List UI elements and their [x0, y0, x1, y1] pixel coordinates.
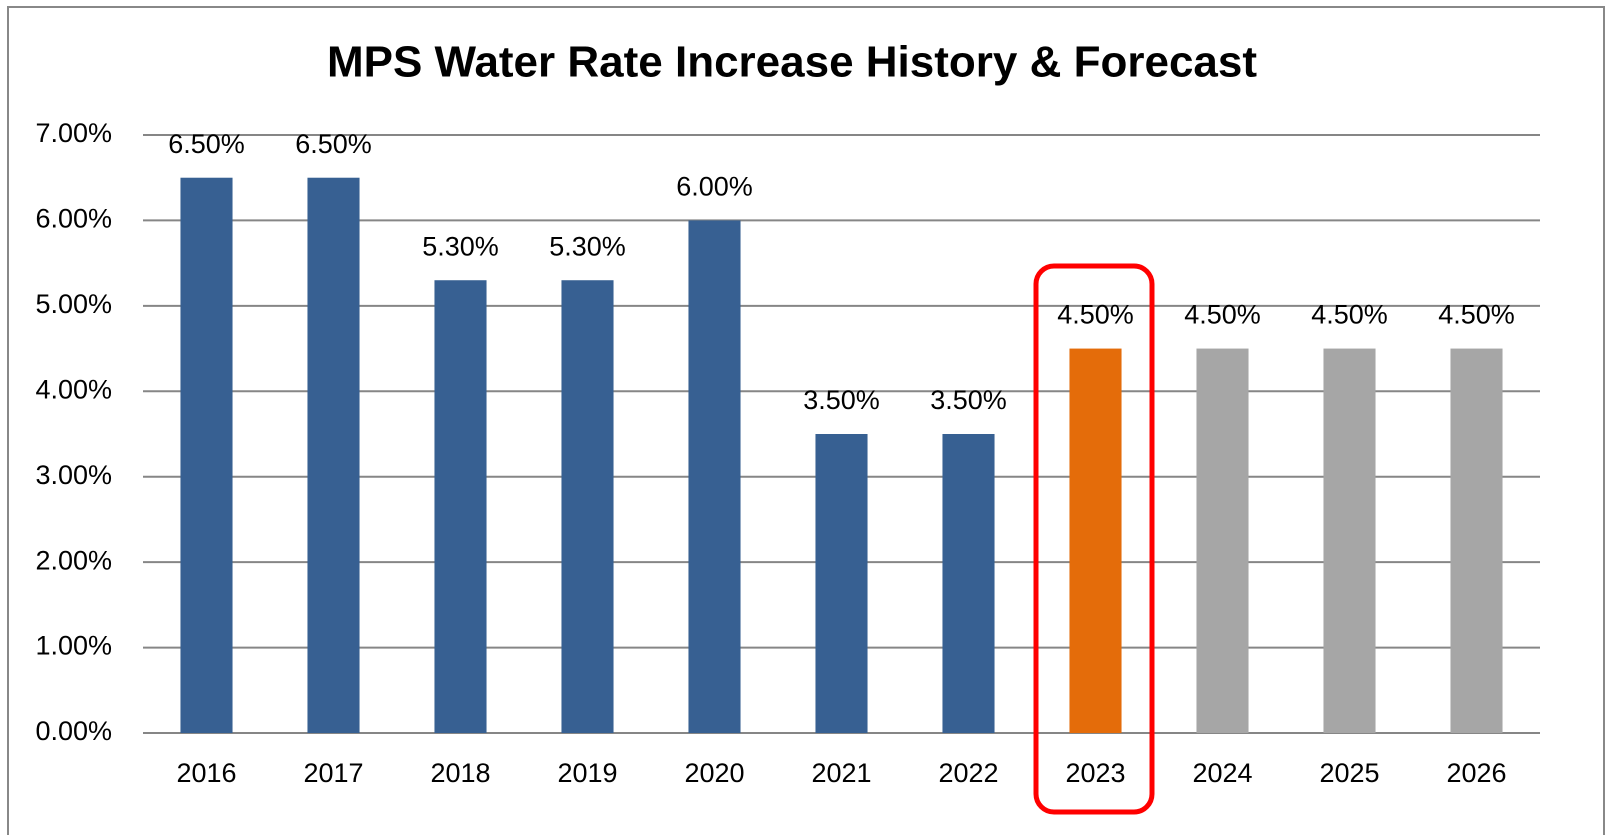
data-label: 6.50%	[168, 129, 245, 159]
chart-title: MPS Water Rate Increase History & Foreca…	[327, 38, 1257, 87]
bar	[1450, 348, 1503, 733]
x-tick-label: 2023	[1065, 758, 1125, 788]
bar	[1323, 348, 1376, 733]
x-tick-label: 2018	[430, 758, 490, 788]
data-label: 4.50%	[1184, 300, 1261, 330]
bar	[688, 220, 741, 733]
x-tick-label: 2021	[811, 758, 871, 788]
bar	[180, 177, 233, 733]
y-tick-label: 6.00%	[35, 204, 112, 234]
y-tick-label: 0.00%	[35, 716, 112, 746]
highlight-box	[1033, 263, 1155, 815]
y-tick-label: 5.00%	[35, 289, 112, 319]
data-label: 3.50%	[930, 385, 1007, 415]
bar	[561, 280, 614, 733]
data-label: 4.50%	[1311, 300, 1388, 330]
data-label: 5.30%	[549, 231, 626, 261]
y-tick-label: 7.00%	[35, 118, 112, 148]
data-label: 3.50%	[803, 385, 880, 415]
y-tick-label: 2.00%	[35, 545, 112, 575]
x-tick-label: 2016	[176, 758, 236, 788]
x-tick-label: 2022	[938, 758, 998, 788]
y-tick-label: 1.00%	[35, 631, 112, 661]
data-label: 4.50%	[1438, 300, 1515, 330]
data-label: 6.00%	[676, 172, 753, 202]
bar	[815, 434, 868, 733]
bar	[1196, 348, 1249, 733]
bar	[1069, 348, 1122, 733]
bar	[434, 280, 487, 733]
x-tick-label: 2025	[1319, 758, 1379, 788]
data-label: 4.50%	[1057, 300, 1134, 330]
data-label: 5.30%	[422, 231, 499, 261]
x-tick-label: 2019	[557, 758, 617, 788]
x-tick-label: 2020	[684, 758, 744, 788]
y-tick-label: 4.00%	[35, 374, 112, 404]
data-label: 6.50%	[295, 129, 372, 159]
bar	[307, 177, 360, 733]
x-tick-label: 2017	[303, 758, 363, 788]
bar	[942, 434, 995, 733]
x-tick-label: 2024	[1192, 758, 1252, 788]
x-tick-label: 2026	[1446, 758, 1506, 788]
y-tick-label: 3.00%	[35, 460, 112, 490]
